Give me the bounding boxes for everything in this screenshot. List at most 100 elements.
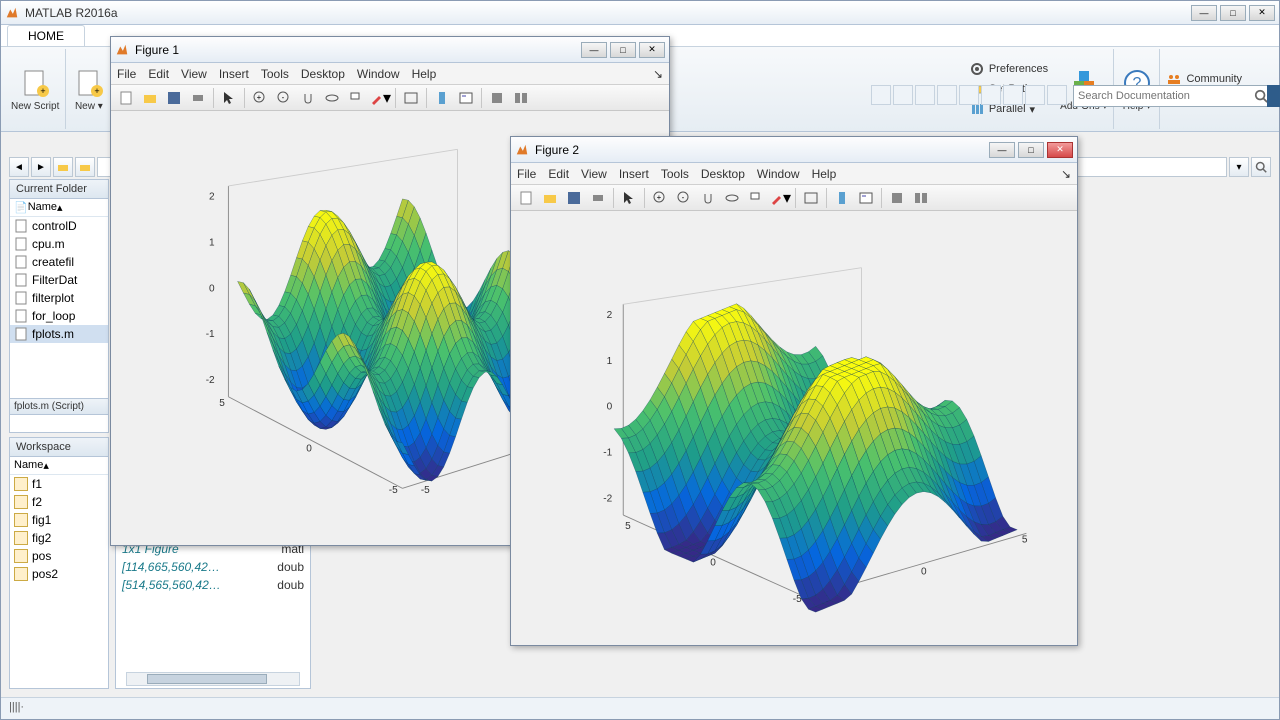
- tab-home[interactable]: HOME: [7, 25, 85, 46]
- menu-help[interactable]: Help: [812, 167, 837, 181]
- ws-name-header[interactable]: Name ▴: [10, 457, 108, 475]
- print-figure-button[interactable]: [587, 187, 609, 209]
- zoom-in-button[interactable]: +: [649, 187, 671, 209]
- nav-up-button[interactable]: [53, 157, 73, 177]
- figure-1-titlebar[interactable]: Figure 1 — □ ✕: [111, 37, 669, 63]
- menu-window[interactable]: Window: [757, 167, 800, 181]
- workspace-var-row[interactable]: fig2: [10, 529, 108, 547]
- file-row[interactable]: filterplot: [10, 289, 108, 307]
- qa-icon-4[interactable]: [937, 85, 957, 105]
- zoom-out-button[interactable]: -: [273, 87, 295, 109]
- nav-back-button[interactable]: ◄: [9, 157, 29, 177]
- rotate3d-button[interactable]: [321, 87, 343, 109]
- menu-tools[interactable]: Tools: [661, 167, 689, 181]
- pointer-button[interactable]: [618, 187, 640, 209]
- workspace-var-row[interactable]: f1: [10, 475, 108, 493]
- qa-icon-9[interactable]: [1047, 85, 1067, 105]
- workspace-var-row[interactable]: fig1: [10, 511, 108, 529]
- nav-fwd-button[interactable]: ►: [31, 157, 51, 177]
- data-row[interactable]: [514,565,560,42…doub: [116, 576, 310, 594]
- workspace-var-row[interactable]: pos: [10, 547, 108, 565]
- print-figure-button[interactable]: [187, 87, 209, 109]
- menu-insert[interactable]: Insert: [219, 67, 249, 81]
- open-figure-button[interactable]: [139, 87, 161, 109]
- search-documentation[interactable]: [1073, 85, 1273, 107]
- menu-view[interactable]: View: [181, 67, 207, 81]
- menu-edit[interactable]: Edit: [148, 67, 169, 81]
- qa-icon-6[interactable]: [981, 85, 1001, 105]
- menu-help[interactable]: Help: [412, 67, 437, 81]
- figure-2-titlebar[interactable]: Figure 2 — □ ✕: [511, 137, 1077, 163]
- fig1-minimize-button[interactable]: —: [581, 42, 607, 58]
- close-button[interactable]: ✕: [1249, 5, 1275, 21]
- workspace-var-row[interactable]: f2: [10, 493, 108, 511]
- menu-file[interactable]: File: [517, 167, 536, 181]
- nav-folder-button[interactable]: [75, 157, 95, 177]
- menu-edit[interactable]: Edit: [548, 167, 569, 181]
- file-row[interactable]: cpu.m: [10, 235, 108, 253]
- show-tools-button[interactable]: [510, 87, 532, 109]
- pan-button[interactable]: [697, 187, 719, 209]
- preferences-button[interactable]: Preferences: [967, 60, 1050, 78]
- colorbar-button[interactable]: [831, 187, 853, 209]
- hide-tools-button[interactable]: [486, 87, 508, 109]
- search-input[interactable]: [1078, 90, 1254, 102]
- fig2-close-button[interactable]: ✕: [1047, 142, 1073, 158]
- save-figure-button[interactable]: [163, 87, 185, 109]
- colorbar-button[interactable]: [431, 87, 453, 109]
- path-dropdown-button[interactable]: ▾: [1229, 157, 1249, 177]
- menu-desktop[interactable]: Desktop: [301, 67, 345, 81]
- file-row[interactable]: for_loop: [10, 307, 108, 325]
- rotate3d-button[interactable]: [721, 187, 743, 209]
- dock-icon[interactable]: ↘: [1061, 167, 1071, 181]
- hscrollbar[interactable]: [126, 672, 300, 686]
- legend-button[interactable]: [455, 87, 477, 109]
- menu-view[interactable]: View: [581, 167, 607, 181]
- minimize-button[interactable]: —: [1191, 5, 1217, 21]
- link-button[interactable]: [800, 187, 822, 209]
- qa-icon-7[interactable]: [1003, 85, 1023, 105]
- qa-icon-3[interactable]: [915, 85, 935, 105]
- show-tools-button[interactable]: [910, 187, 932, 209]
- path-search-button[interactable]: [1251, 157, 1271, 177]
- zoom-out-button[interactable]: -: [673, 187, 695, 209]
- link-button[interactable]: [400, 87, 422, 109]
- brush-button[interactable]: ▾: [769, 187, 791, 209]
- qa-icon-1[interactable]: [871, 85, 891, 105]
- new-figure-button[interactable]: [515, 187, 537, 209]
- data-row[interactable]: [114,665,560,42…doub: [116, 558, 310, 576]
- file-row[interactable]: FilterDat: [10, 271, 108, 289]
- menu-file[interactable]: File: [117, 67, 136, 81]
- fig2-maximize-button[interactable]: □: [1018, 142, 1044, 158]
- qa-icon-5[interactable]: [959, 85, 979, 105]
- open-figure-button[interactable]: [539, 187, 561, 209]
- fig1-close-button[interactable]: ✕: [639, 42, 665, 58]
- file-row[interactable]: fplots.m: [10, 325, 108, 343]
- collapse-toolstrip-button[interactable]: [1267, 85, 1280, 107]
- qa-icon-8[interactable]: [1025, 85, 1045, 105]
- pointer-button[interactable]: [218, 87, 240, 109]
- menu-window[interactable]: Window: [357, 67, 400, 81]
- file-name-header[interactable]: 📄 Name ▴: [10, 199, 108, 217]
- fig2-minimize-button[interactable]: —: [989, 142, 1015, 158]
- new-script-button[interactable]: + New Script: [5, 49, 66, 129]
- qa-icon-2[interactable]: [893, 85, 913, 105]
- file-row[interactable]: controlD: [10, 217, 108, 235]
- maximize-button[interactable]: □: [1220, 5, 1246, 21]
- figure-2-axes[interactable]: 2 1 0 -1 -2 5 0 -5 -5 0 5: [511, 211, 1077, 645]
- dock-icon[interactable]: ↘: [653, 67, 663, 81]
- datacursor-button[interactable]: [345, 87, 367, 109]
- scroll-thumb[interactable]: [147, 674, 267, 684]
- hide-tools-button[interactable]: [886, 187, 908, 209]
- fig1-maximize-button[interactable]: □: [610, 42, 636, 58]
- legend-button[interactable]: [855, 187, 877, 209]
- zoom-in-button[interactable]: +: [249, 87, 271, 109]
- workspace-var-row[interactable]: pos2: [10, 565, 108, 583]
- datacursor-button[interactable]: [745, 187, 767, 209]
- new-button[interactable]: + New ▾: [66, 49, 112, 129]
- brush-button[interactable]: ▾: [369, 87, 391, 109]
- save-figure-button[interactable]: [563, 187, 585, 209]
- pan-button[interactable]: [297, 87, 319, 109]
- menu-tools[interactable]: Tools: [261, 67, 289, 81]
- menu-desktop[interactable]: Desktop: [701, 167, 745, 181]
